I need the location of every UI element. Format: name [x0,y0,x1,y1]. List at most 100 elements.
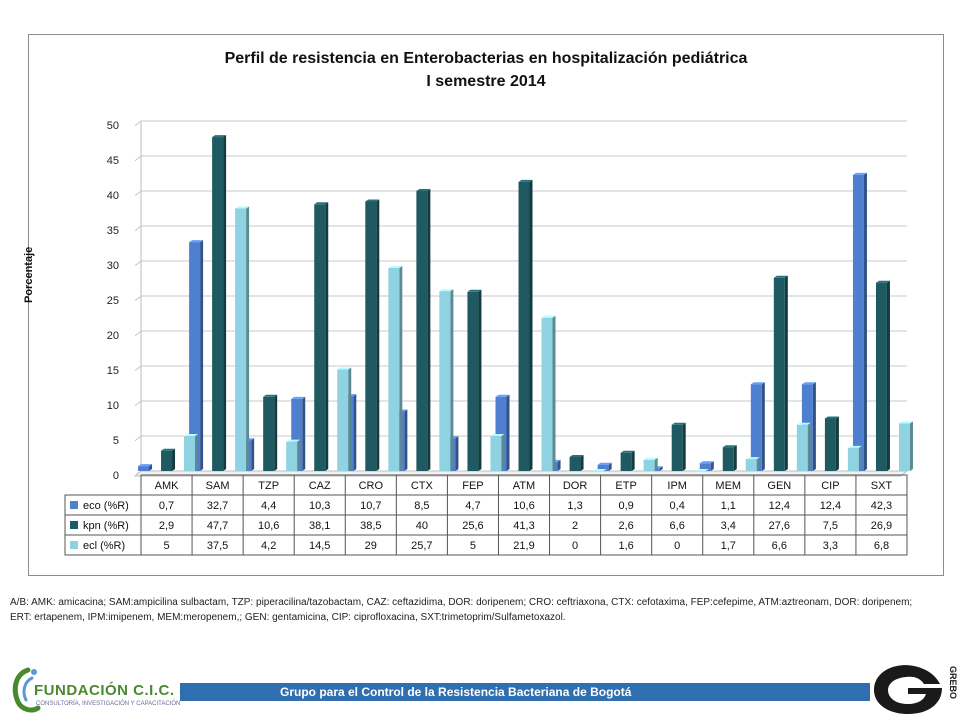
legend-swatch [70,541,78,549]
bar-top [518,179,533,182]
bar-front [490,436,502,471]
bar-top [694,469,709,471]
bar-side [427,189,431,471]
bar-front [314,204,326,472]
cic-emblem-icon [12,667,41,713]
footer-banner: Grupo para el Control de la Resistencia … [180,683,870,701]
table-cell: 2,6 [618,520,633,532]
bar-side [761,382,765,471]
table-cell: 5 [470,540,476,552]
bar-top [620,450,635,453]
table-cell: 10,3 [309,500,330,512]
legend-label: ecl (%R) [83,540,125,552]
bar-front [286,441,298,471]
bar-side [886,280,890,471]
bar-eco-ETP [597,462,612,471]
bar-front [847,447,859,471]
bar-front [597,464,609,471]
banner-text: Grupo para el Control de la Resistencia … [280,685,632,699]
bar-side [812,382,816,471]
table-cell: 40 [416,520,428,532]
table-cell: 0,9 [618,500,633,512]
bar-top [541,315,556,318]
bar-front [694,471,706,472]
bar-ecl-MEM [745,457,760,471]
bar-ecl-SAM [235,206,250,471]
bar-side [506,394,510,471]
bar-ecl-FEP [490,434,505,471]
bar-side [863,172,867,471]
bar-side [455,436,459,471]
table-cell: 1,1 [721,500,736,512]
legend-swatch [70,521,78,529]
bar-side [501,434,505,471]
x-category-label: CTX [411,480,434,492]
x-category-label: CAZ [309,480,331,492]
table-cell: 0,4 [670,500,685,512]
bar-top [898,421,913,424]
grebo-logo: GREBO [874,665,958,714]
bar-ecl-CAZ [337,367,352,471]
table-cell: 0 [674,540,680,552]
bar-side [297,439,301,471]
y-tick-label: 10 [107,400,119,412]
table-cell: 0 [572,540,578,552]
legend-swatch [70,501,78,509]
bar-side [659,466,663,471]
bar-top [337,367,352,370]
bar-ecl-CIP [847,445,862,471]
bar-side [348,367,352,471]
bar-top [875,280,890,283]
bar-front [620,452,632,471]
bar-side [223,135,227,471]
table-cell: 2 [572,520,578,532]
bar-top [416,189,431,191]
table-cell: 6,8 [874,540,889,552]
y-tick-label: 30 [107,260,119,272]
bar-top [490,434,505,436]
bar-top [314,202,329,205]
table-cell: 21,9 [513,540,534,552]
bar-top [263,394,278,397]
bar-front [750,384,762,471]
gridline-depth [134,365,142,372]
gridline-depth [134,260,142,267]
bar-side [784,275,788,471]
legend-label: kpn (%R) [83,520,129,532]
bar-side [756,457,760,471]
table-cell: 6,6 [670,520,685,532]
bar-top [592,469,607,471]
bar-top [745,457,760,460]
x-category-label: TZP [258,480,279,492]
table-cell: 6,6 [772,540,787,552]
bar-side [909,421,913,471]
bar-top [569,455,584,457]
table-cell: 10,6 [513,500,534,512]
bar-side [149,464,153,471]
gridline-depth [134,400,142,407]
y-tick-label: 5 [113,435,119,447]
bar-side [172,448,176,471]
table-cell: 27,6 [769,520,790,532]
bar-top [161,448,176,451]
x-category-label: ETP [615,480,636,492]
bar-top [773,275,788,278]
table-cell: 38,1 [309,520,330,532]
bar-front [263,396,275,471]
bar-kpn-MEM [722,445,737,471]
bar-side [631,450,635,471]
x-category-label: AMK [155,480,180,492]
bar-top [388,266,403,268]
table-cell: 5 [163,540,169,552]
x-category-label: GEN [767,480,791,492]
bar-front [337,369,349,471]
bar-top [796,422,811,425]
bar-top [467,289,482,292]
x-category-label: SAM [206,480,230,492]
table-cell: 38,5 [360,520,381,532]
bar-ecl-IPM [694,469,709,472]
bar-front [495,396,507,471]
table-cell: 4,4 [261,500,276,512]
bar-kpn-CIP [824,416,839,471]
bar-kpn-AMK [161,448,176,471]
